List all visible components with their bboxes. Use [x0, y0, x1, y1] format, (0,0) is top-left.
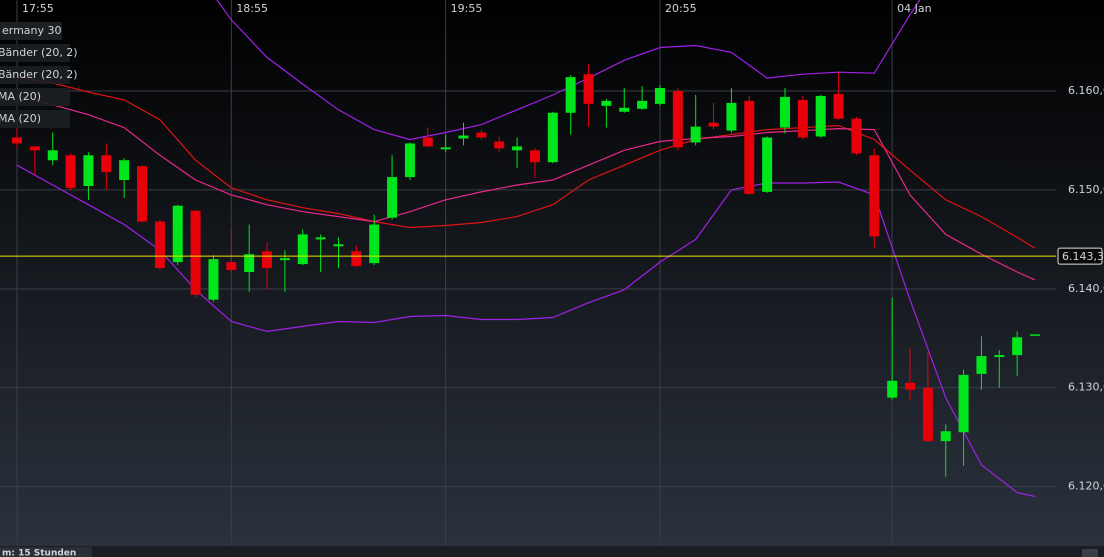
candle-body: [476, 132, 487, 138]
candle-body: [547, 112, 558, 163]
candle-body: [887, 380, 898, 398]
indicator-line: [16, 94, 1036, 281]
indicator-line: [16, 164, 1036, 498]
y-tick-label: 6.120,0: [1068, 480, 1104, 493]
candle-body: [601, 100, 612, 106]
candle-body: [762, 137, 773, 192]
candle-body: [47, 150, 58, 161]
candle-body: [1012, 337, 1023, 356]
candle-body: [101, 155, 112, 173]
candle-body: [440, 147, 451, 150]
candle-body: [244, 254, 255, 273]
candle-body: [154, 221, 165, 269]
candle-body: [869, 155, 880, 237]
candle-body: [779, 96, 790, 128]
candle-body: [637, 100, 648, 109]
candle-body: [851, 118, 862, 154]
candle-body: [690, 126, 701, 143]
candle-body: [654, 88, 665, 104]
candle-body: [119, 160, 130, 181]
candle-body: [458, 135, 469, 139]
candle-body: [351, 251, 362, 267]
candle-body: [172, 205, 183, 263]
legend-label: Bänder (20, 2): [0, 46, 78, 59]
candle-body: [262, 251, 273, 269]
candle-body: [369, 224, 380, 264]
candle-body: [815, 95, 826, 137]
y-tick-label: 6.160,0: [1068, 84, 1104, 97]
y-tick-label: 6.150,0: [1068, 183, 1104, 196]
indicator-line: [16, 76, 1036, 249]
candle-body: [208, 259, 219, 300]
x-tick-label: 20:55: [665, 2, 697, 15]
candle-body: [279, 258, 290, 261]
candle-body: [976, 356, 987, 374]
indicator-line: [216, 0, 921, 141]
candle-body: [387, 177, 398, 218]
candle-body: [797, 99, 808, 138]
candle-body: [940, 431, 951, 442]
candle-body: [726, 102, 737, 131]
candle-body: [529, 150, 540, 163]
candle-body: [922, 387, 933, 442]
candle-body: [994, 355, 1005, 358]
candle-body: [494, 141, 505, 149]
timeframe: m: 15 Stunden: [2, 549, 76, 557]
x-tick-label: 18:55: [236, 2, 268, 15]
y-tick-label: 6.130,0: [1068, 381, 1104, 394]
legend-box: [0, 110, 70, 128]
candle-body: [12, 137, 22, 144]
last-price-label: 6.143,3: [1062, 250, 1104, 263]
candle-body: [65, 155, 76, 188]
candle-body: [422, 137, 433, 147]
overlay-area: 6.120,0 6.130,0 6.140,0 6.150,0 6.160,0 17:55…: [0, 2, 1104, 493]
candle-body: [29, 146, 40, 151]
candle-body: [565, 77, 576, 113]
title-box: [0, 22, 62, 40]
chart-title: ermany 30: [2, 24, 62, 37]
candle-body: [905, 382, 915, 390]
x-tick-label: 19:55: [451, 2, 483, 15]
legend-label: MA (20): [0, 90, 41, 103]
status-tab[interactable]: [0, 547, 92, 557]
candle-body: [297, 234, 308, 265]
candle-body: [315, 237, 326, 240]
legend-label: MA (20): [0, 112, 41, 125]
candle-body: [958, 374, 969, 433]
candle-body: [619, 107, 630, 112]
status-bar: [0, 546, 1104, 557]
candle-body: [512, 146, 523, 151]
candle-body: [833, 93, 844, 119]
plot-area: [0, 0, 1056, 498]
candle-body: [333, 244, 344, 247]
candle-body: [744, 100, 755, 194]
candle-body: [672, 90, 683, 148]
candle-body: [583, 74, 594, 104]
candle-body: [226, 262, 237, 271]
candle-body: [190, 210, 201, 295]
x-tick-label: 04 Jan: [897, 2, 931, 15]
x-tick-label: 17:55: [22, 2, 54, 15]
legend-box: [0, 66, 70, 84]
last-price-box: [1057, 247, 1103, 265]
legend-label: Bänder (20, 2): [0, 68, 78, 81]
legend-box: [0, 88, 70, 106]
candle-body: [1030, 334, 1041, 336]
candle-body: [83, 155, 94, 186]
candle-body: [137, 166, 148, 222]
y-tick-label: 6.140,0: [1068, 282, 1104, 295]
legend-box: [0, 44, 70, 62]
candle-body: [404, 143, 415, 178]
scroll-handle[interactable]: [1082, 549, 1098, 557]
candle-body: [708, 122, 719, 127]
